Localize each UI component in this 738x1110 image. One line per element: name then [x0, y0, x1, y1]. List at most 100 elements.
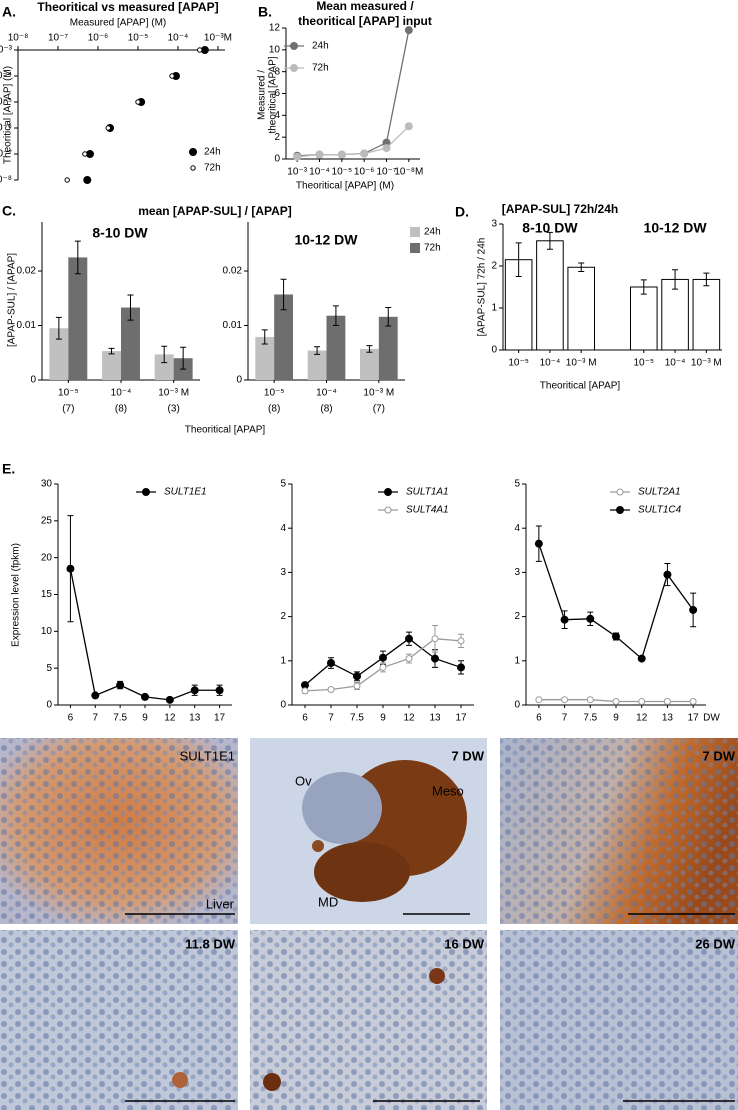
tissue: [302, 772, 382, 844]
x-tick-label: 10⁻³ M: [691, 358, 722, 369]
y-tick-label: 2: [491, 261, 497, 272]
x-tick-label: 10⁻⁵: [332, 167, 353, 178]
marker: [535, 696, 543, 704]
chart-title: Theoritical vs measured [APAP]: [37, 0, 218, 14]
x-tick-label: 7: [93, 713, 99, 724]
bar: [255, 336, 275, 380]
chart-title: mean [APAP-SUL] / [APAP]: [138, 204, 292, 218]
legend-label: SULT2A1: [638, 487, 681, 498]
marker: [457, 663, 465, 672]
bar: [154, 354, 174, 380]
panel-label: D.: [455, 204, 469, 220]
error-bar: [332, 305, 339, 327]
y-tick-label: 1: [514, 655, 520, 666]
chart-subtitle: 8-10 DW: [92, 225, 148, 241]
marker: [215, 686, 224, 695]
marker: [337, 150, 346, 159]
stained-cell: [429, 968, 445, 984]
micrograph-texture: [250, 930, 487, 1110]
image-label: 7 DW: [452, 748, 485, 763]
y-tick-label: 0: [274, 154, 280, 165]
x-axis-title: Theoritical [APAP]: [540, 381, 621, 392]
y-tick-label: 12: [269, 23, 281, 34]
y-tick-label: 2: [274, 132, 280, 143]
y-tick-label: 3: [491, 219, 497, 230]
x-tick-label: 10⁻⁸: [8, 33, 29, 44]
marker: [116, 681, 125, 690]
y-axis-title: Expression level (fpkm): [11, 543, 22, 647]
y-axis-title: [APAP-SUL] / [APAP]: [7, 253, 18, 347]
legend-swatch: [410, 243, 420, 253]
marker: [405, 634, 413, 643]
error-bar: [672, 269, 679, 290]
marker: [91, 691, 100, 700]
x-tick-label: 10⁻⁶: [354, 167, 375, 178]
legend-label: SULT4A1: [406, 505, 449, 516]
legend-label: SULT1A1: [406, 487, 449, 498]
marker: [142, 488, 150, 496]
y-tick-label: 25: [41, 515, 53, 526]
n-label: (8): [320, 404, 332, 415]
marker: [616, 506, 624, 514]
y-tick-label: 2: [514, 611, 520, 622]
bar: [274, 294, 294, 380]
y-tick-label: 3: [514, 567, 520, 578]
y-axis-title: Theoritical [APAP] (M): [3, 66, 14, 164]
x-tick-label: 9: [380, 713, 386, 724]
marker: [384, 488, 392, 496]
stained-cell: [172, 1072, 188, 1088]
point: [105, 125, 111, 131]
x-tick-label: 7: [562, 713, 568, 724]
y-tick-label: 10: [41, 626, 53, 637]
error-bar: [515, 242, 522, 277]
micrograph-texture: [500, 738, 738, 924]
x-tick-label: 10⁻⁵: [634, 358, 655, 369]
marker: [379, 653, 387, 662]
y-tick-label: 10⁻⁷: [0, 149, 12, 160]
panel-f: F. SULT1E1 Liver 7 DW Ov Meso MD 7 DW 11…: [0, 738, 738, 1110]
legend-label: 24h: [204, 147, 221, 158]
marker: [404, 122, 413, 131]
legend-label: SULT1C4: [638, 505, 682, 516]
y-tick-label: 10⁻⁴: [0, 71, 12, 82]
x-tick-label: 9: [142, 713, 148, 724]
line: [297, 125, 410, 158]
chart-title: theoritical [APAP] input: [298, 14, 432, 28]
y-tick-label: 0.02: [223, 266, 243, 277]
image-label: 7 DW: [703, 748, 736, 763]
marker: [165, 695, 174, 704]
x-axis-title: Measured [APAP] (M): [70, 18, 167, 29]
x-tick-label: 10⁻⁷: [376, 167, 396, 178]
x-tick-label: 7.5: [113, 713, 127, 724]
y-tick-label: 2: [280, 611, 286, 622]
error-bar: [703, 272, 710, 287]
marker: [431, 654, 439, 663]
legend-label: 24h: [424, 227, 441, 238]
marker: [457, 637, 465, 645]
x-tick-label: 10⁻³ M: [566, 358, 597, 369]
bar: [68, 257, 88, 380]
y-tick-label: 20: [41, 552, 53, 563]
y-tick-label: 0.01: [17, 320, 37, 331]
marker: [66, 564, 75, 573]
x-tick-label: 10⁻⁵: [264, 388, 285, 399]
error-bar: [640, 279, 647, 295]
x-tick-label: 13: [429, 713, 441, 724]
x-tick-label: 12: [636, 713, 648, 724]
y-tick-label: 10: [269, 44, 281, 55]
panel-label: C.: [2, 203, 16, 219]
bar: [121, 307, 140, 380]
n-label: (7): [373, 404, 385, 415]
marker: [663, 570, 672, 579]
x-unit: DW: [703, 713, 720, 724]
y-tick-label: 1: [280, 655, 286, 666]
point: [82, 151, 88, 157]
marker: [315, 150, 324, 159]
y-tick-label: 6: [274, 88, 280, 99]
point: [135, 99, 141, 105]
tissue: [312, 840, 324, 852]
marker: [327, 659, 335, 668]
group-label: 8-10 DW: [522, 220, 578, 236]
marker: [301, 687, 309, 695]
y-tick-label: 4: [274, 110, 280, 121]
